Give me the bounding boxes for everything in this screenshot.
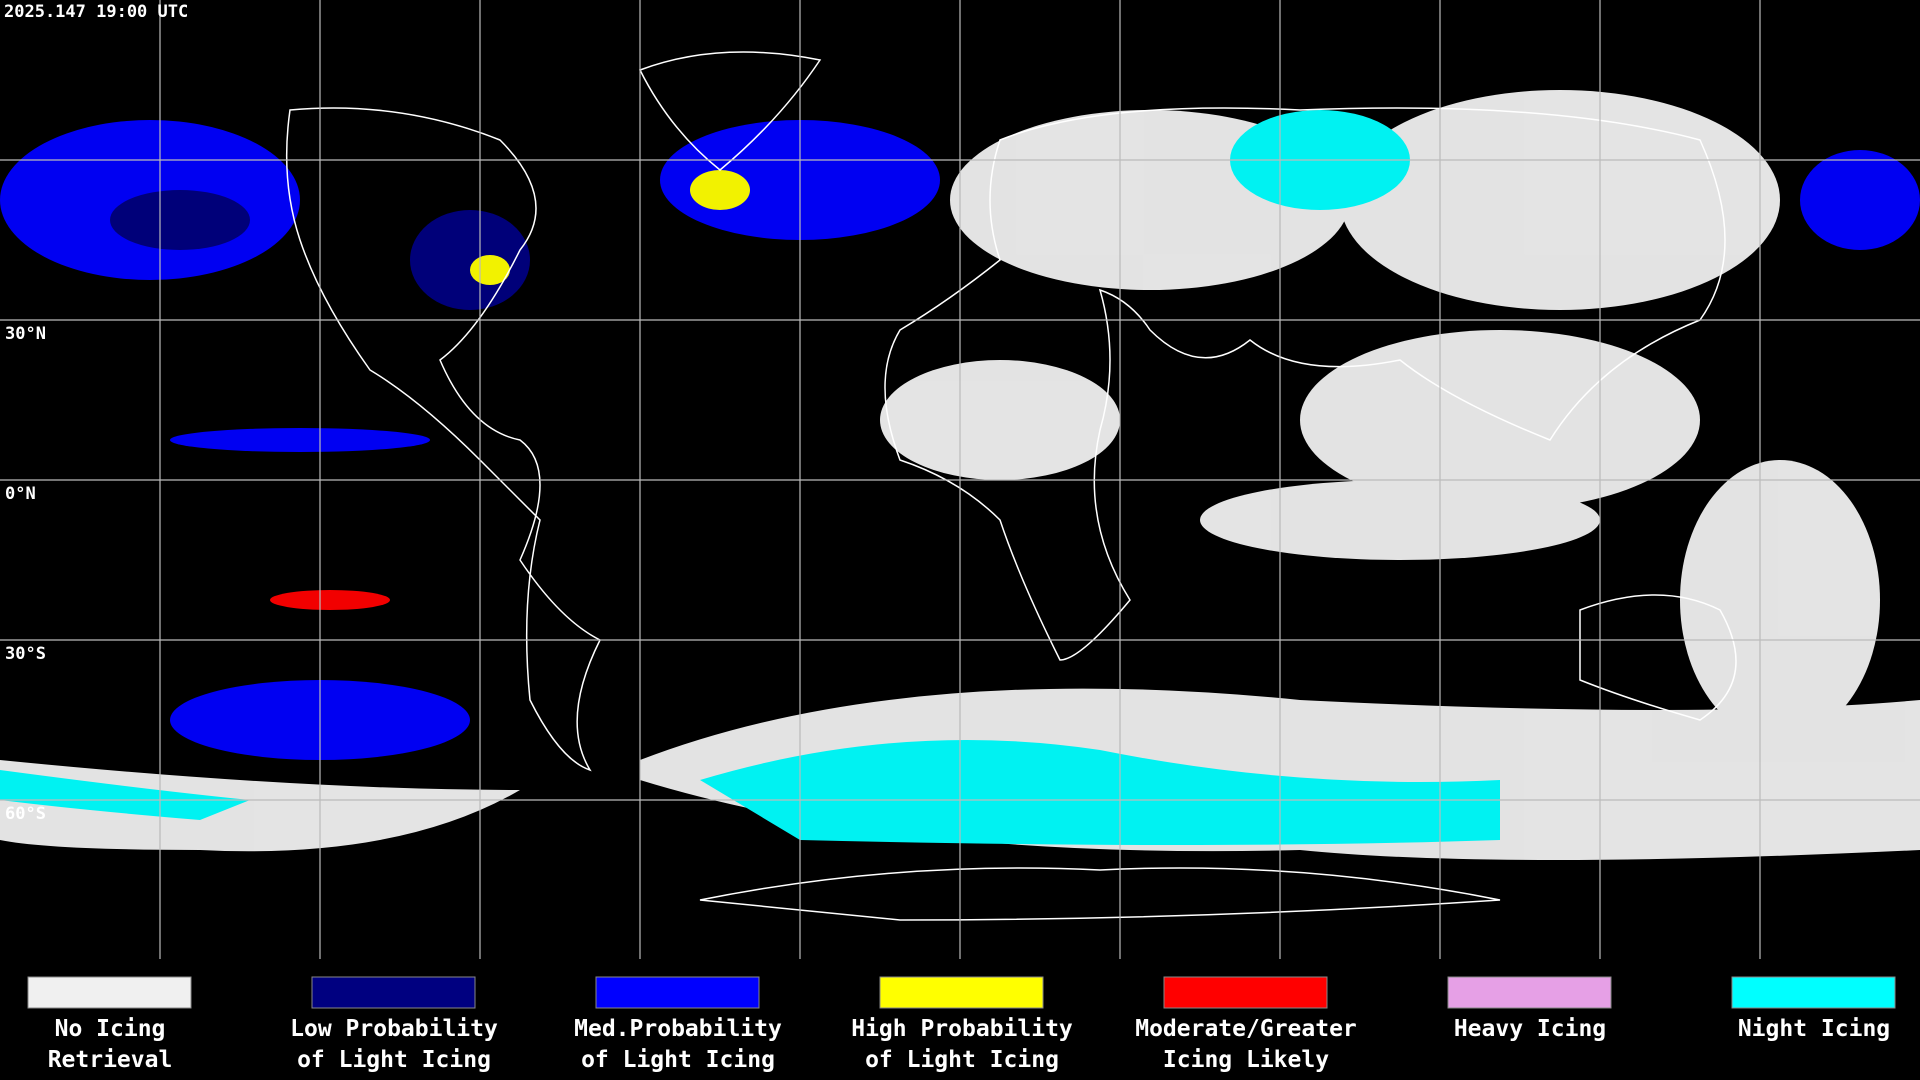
legend-swatch [1163, 976, 1328, 1009]
legend-label: Retrieval [48, 1047, 173, 1073]
latitude-label: 30°S [5, 644, 46, 664]
latitude-label: 30°N [5, 324, 46, 344]
legend-label: Icing Likely [1163, 1047, 1329, 1073]
legend-label: High Probability [851, 1016, 1073, 1042]
legend-label: Night Icing [1738, 1016, 1890, 1042]
legend-label: Low Probability [290, 1016, 498, 1042]
latitude-label: 60°S [5, 804, 46, 824]
timestamp: 2025.147 19:00 UTC [4, 2, 188, 22]
legend-label: Moderate/Greater [1135, 1016, 1357, 1042]
latitude-label: 0°N [5, 484, 36, 504]
legend-label: of Light Icing [297, 1047, 491, 1073]
legend-swatch [27, 976, 192, 1009]
legend-swatch [1731, 976, 1896, 1009]
map: 2025.147 19:00 UTC 30°N 0°N 30°S 60°S [0, 0, 1920, 959]
graticule [0, 0, 1920, 959]
legend-label: Heavy Icing [1454, 1016, 1606, 1042]
legend-swatch [595, 976, 760, 1009]
legend: No Icing Retrieval Low Probability of Light… [27, 976, 1896, 1073]
legend-label: Med.Probability [574, 1016, 782, 1042]
coastlines [285, 51, 1737, 921]
legend-swatch [311, 976, 476, 1009]
legend-label: of Light Icing [865, 1047, 1059, 1073]
legend-swatch [1447, 976, 1612, 1009]
cloud-fields [0, 90, 1920, 860]
legend-swatch [879, 976, 1044, 1009]
legend-label: of Light Icing [581, 1047, 775, 1073]
legend-label: No Icing [55, 1016, 166, 1042]
